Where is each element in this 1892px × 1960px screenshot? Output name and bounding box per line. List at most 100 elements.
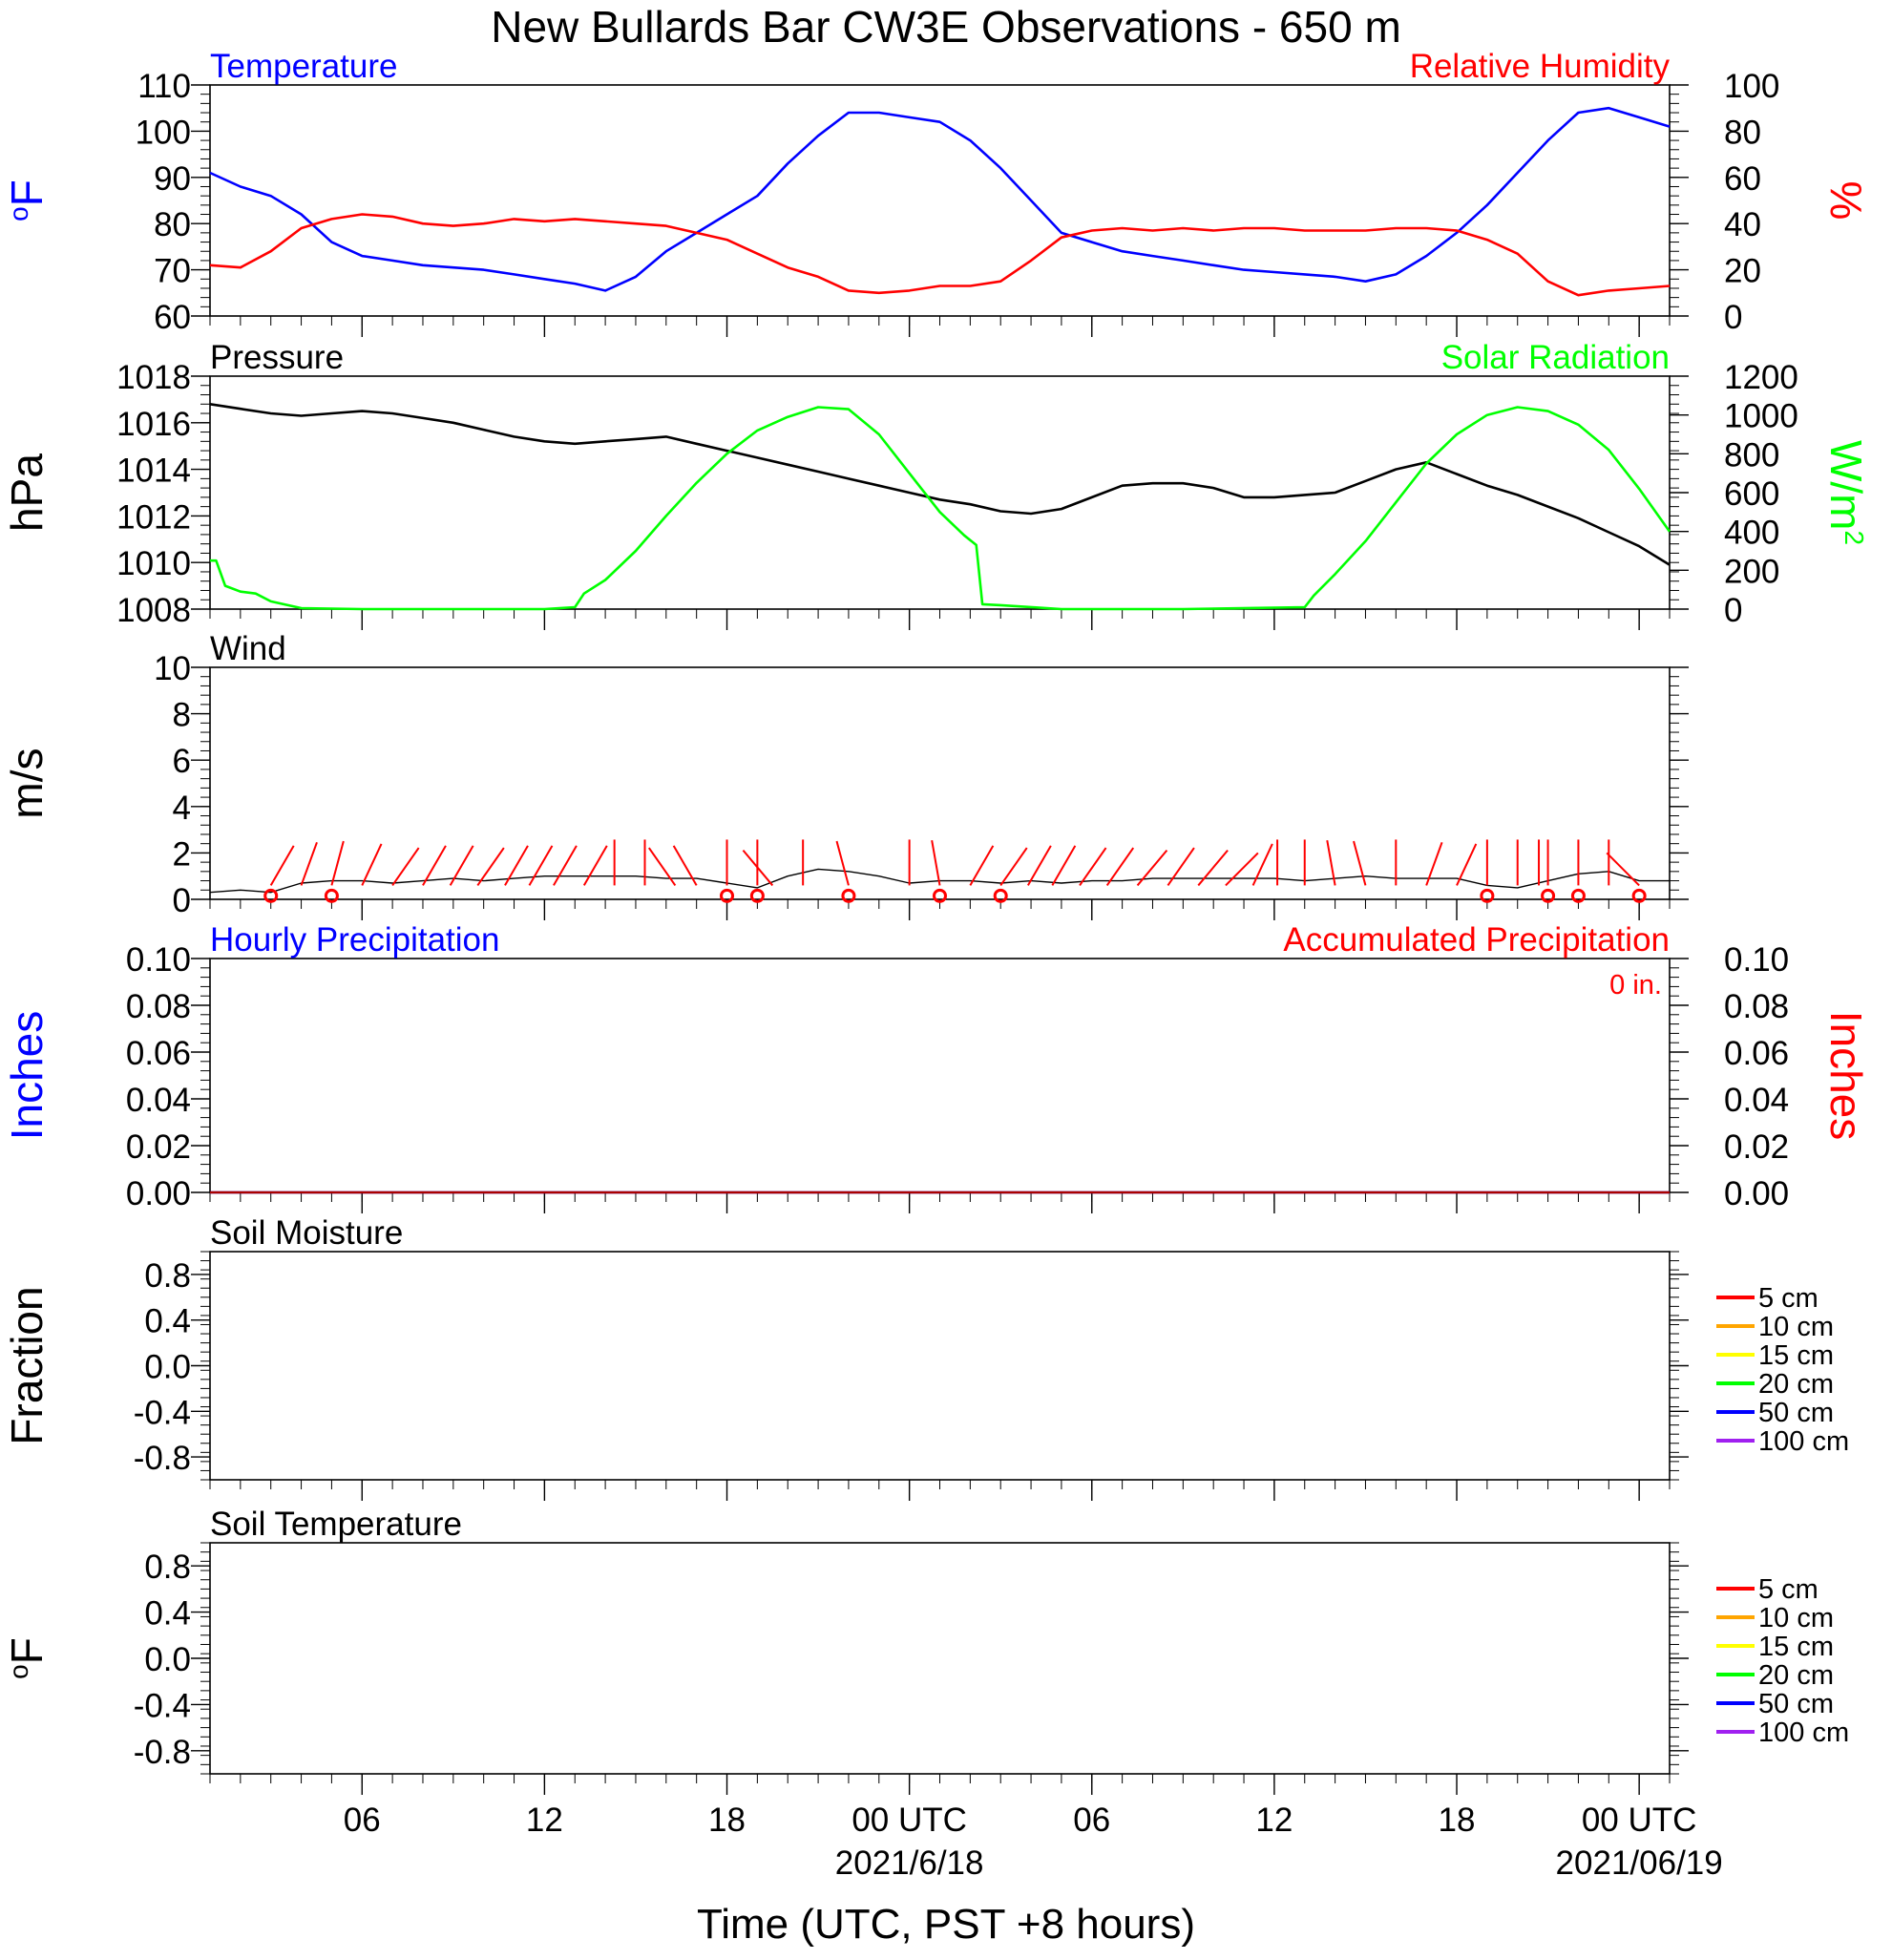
- wind-barb: [391, 847, 420, 886]
- temp_rh-left-title: Temperature: [210, 48, 397, 85]
- y-right-tick-label: 0.00: [1724, 1175, 1789, 1212]
- panel-temp_rh: 60 70 80 90 100 110 0 20 40 60 80 100 Temperature Rel…: [2, 48, 1871, 337]
- soil_moisture-left-unit: Fraction: [2, 1286, 52, 1444]
- wind-barb: [931, 839, 941, 886]
- calm-wind-circle: [324, 888, 339, 903]
- series-temperature: [209, 106, 1671, 292]
- legend-label: 20 cm: [1758, 1369, 1834, 1400]
- calm-wind-circle: [720, 888, 735, 903]
- y-tick-label: 0.8: [144, 1257, 191, 1295]
- y-tick-label: 0: [173, 882, 191, 919]
- y-right-tick-label: 0: [1724, 299, 1742, 336]
- y-right-tick-label: 400: [1724, 515, 1779, 552]
- y-tick-label: 0.8: [144, 1549, 191, 1586]
- y-right-tick-label: 200: [1724, 553, 1779, 590]
- panel-precip: 0.00 0.02 0.04 0.06 0.08 0.10 0.00 0.02 0.04 0.06…: [2, 921, 1871, 1213]
- y-tick-label: 2: [173, 835, 191, 873]
- accum-precip-text: 0 in.: [1609, 970, 1662, 1001]
- y-right-tick-label: 40: [1724, 206, 1761, 243]
- wind-barb: [648, 847, 677, 886]
- legend-label: 15 cm: [1758, 1340, 1834, 1371]
- y-tick-label: 0.0: [144, 1641, 191, 1678]
- precip-frame: [209, 958, 1671, 1193]
- wind-barb: [1353, 840, 1367, 886]
- y-tick-label: 0.4: [144, 1303, 191, 1340]
- soil_temperature-left-unit: oF: [2, 1637, 52, 1679]
- y-right-tick-label: 0: [1724, 592, 1742, 629]
- panel-pressure_solar: 1008 1010 1012 1014 1016 1018 0200400600800100…: [2, 339, 1871, 630]
- y-tick-label: 0.02: [126, 1128, 191, 1166]
- precip-left-unit: Inches: [2, 1011, 52, 1141]
- legend-label: 5 cm: [1758, 1574, 1818, 1605]
- wind-barb: [1167, 847, 1195, 886]
- series-relative-humidity: [209, 213, 1671, 297]
- wind-barb: [300, 841, 318, 886]
- series-pressure: [209, 403, 1671, 566]
- panel-wind: 0 2 4 6 8 10 Wind m/s: [2, 630, 1689, 920]
- wind-barb: [672, 845, 698, 886]
- legend-label: 15 cm: [1758, 1632, 1834, 1662]
- y-right-tick-label: 0.02: [1724, 1128, 1789, 1166]
- y-tick-label: -0.4: [134, 1394, 191, 1431]
- legend-label: 100 cm: [1758, 1718, 1849, 1748]
- wind-barb: [330, 840, 345, 886]
- y-tick-label: 1014: [116, 453, 191, 490]
- y-right-tick-label: 0.06: [1724, 1035, 1789, 1072]
- x-axis-label: Time (UTC, PST +8 hours): [697, 1901, 1195, 1948]
- wind-barb: [1079, 847, 1107, 886]
- y-tick-label: 10: [154, 650, 191, 687]
- x-tick-label: 18: [708, 1802, 746, 1839]
- wind-barb: [422, 845, 447, 886]
- wind-barb: [528, 845, 554, 886]
- soil_temperature-left-title: Soil Temperature: [210, 1506, 462, 1543]
- temp_rh-frame: [209, 84, 1671, 317]
- wind-barb: [476, 847, 505, 886]
- y-tick-label: 80: [154, 206, 191, 243]
- y-tick-label: 0.04: [126, 1082, 191, 1119]
- y-tick-label: 0.4: [144, 1595, 191, 1633]
- y-tick-label: 1010: [116, 545, 191, 582]
- wind-barb: [582, 845, 608, 886]
- legend-label: 50 cm: [1758, 1398, 1834, 1428]
- wind-barb: [553, 845, 578, 886]
- y-tick-label: 0.06: [126, 1035, 191, 1072]
- wind-barb: [269, 845, 295, 886]
- wind-barb: [835, 840, 850, 886]
- soil_temperature-frame: [209, 1542, 1671, 1775]
- calm-wind-circle: [1570, 888, 1586, 903]
- calm-wind-circle: [841, 888, 856, 903]
- wind-barb: [1197, 850, 1229, 887]
- y-right-tick-label: 0.08: [1724, 988, 1789, 1025]
- calm-wind-circle: [749, 888, 765, 903]
- y-right-tick-label: 600: [1724, 475, 1779, 513]
- legend-label: 5 cm: [1758, 1283, 1818, 1314]
- y-tick-label: 0.08: [126, 988, 191, 1025]
- y-tick-label: 90: [154, 160, 191, 198]
- wind-barb: [449, 845, 474, 886]
- panel-soil_moisture: -0.8 -0.4 0.0 0.4 0.8 Soil Moisture Fraction 5 …: [2, 1214, 1849, 1501]
- y-right-tick-label: 1200: [1724, 359, 1798, 396]
- y-tick-label: 0.0: [144, 1349, 191, 1386]
- x-tick-label: 00 UTC: [1582, 1802, 1697, 1839]
- wind-frame: [209, 666, 1671, 900]
- y-right-tick-label: 80: [1724, 114, 1761, 151]
- wind-barb: [361, 843, 383, 886]
- wind-barb: [1027, 845, 1052, 886]
- y-tick-label: 1018: [116, 359, 191, 396]
- y-tick-label: -0.8: [134, 1440, 191, 1477]
- y-tick-label: 1012: [116, 498, 191, 536]
- soil_moisture-frame: [209, 1251, 1671, 1481]
- temp_rh-right-title: Relative Humidity: [1410, 48, 1671, 85]
- precip-right-unit: Inches: [1821, 1011, 1871, 1141]
- pressure_solar-right-unit: W/m2: [1821, 440, 1871, 545]
- x-date-label: 2021/06/19: [1556, 1844, 1723, 1882]
- y-right-tick-label: 0.10: [1724, 941, 1789, 979]
- wind-barb: [999, 847, 1028, 886]
- wind-barb: [969, 845, 995, 886]
- calm-wind-circle: [1541, 888, 1556, 903]
- calm-wind-circle: [993, 888, 1008, 903]
- y-tick-label: 1008: [116, 592, 191, 629]
- y-tick-label: 4: [173, 790, 191, 827]
- x-date-label: 2021/6/18: [835, 1844, 984, 1882]
